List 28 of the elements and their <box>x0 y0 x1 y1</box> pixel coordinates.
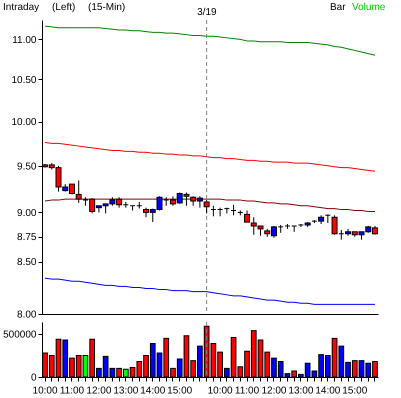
x-tick-label: 14:00 <box>140 386 166 396</box>
x-tick-label: 13:00 <box>113 386 139 396</box>
y-tick-label: 8.50 <box>17 257 37 268</box>
text: (15-Min) <box>88 2 126 13</box>
y-tick-label: 500000 <box>3 330 37 341</box>
y-tick-label: 10.00 <box>11 117 37 128</box>
text: (Left) <box>52 2 76 13</box>
text: Bar <box>330 2 346 13</box>
x-tick-label: 15:00 <box>342 386 368 396</box>
y-tick-label: 0 <box>30 372 37 384</box>
x-tick-label: 14:00 <box>315 386 341 396</box>
x-tick-label: 11:00 <box>234 386 260 396</box>
y-tick-label: 11.00 <box>12 34 37 46</box>
ref-line-label: 3/19 <box>197 7 217 18</box>
y-tick-label: 8.00 <box>17 310 37 320</box>
x-tick-label: 12:00 <box>86 386 112 396</box>
x-tick-label: 12:00 <box>261 386 287 396</box>
text: Volume <box>352 2 386 13</box>
text: Intraday <box>3 2 40 13</box>
y-tick-label: 10.50 <box>11 74 37 86</box>
x-tick-label: 15:00 <box>167 386 193 396</box>
x-tick-label: 13:00 <box>288 386 314 396</box>
y-tick-label: 9.00 <box>17 208 37 219</box>
y-tick-label: 9.50 <box>17 161 37 172</box>
y-tick-label: 8.75 <box>17 232 37 244</box>
x-tick-label: 10:00 <box>208 386 234 396</box>
x-tick-label: 10:00 <box>32 386 58 396</box>
x-tick-label: 11:00 <box>60 386 85 396</box>
